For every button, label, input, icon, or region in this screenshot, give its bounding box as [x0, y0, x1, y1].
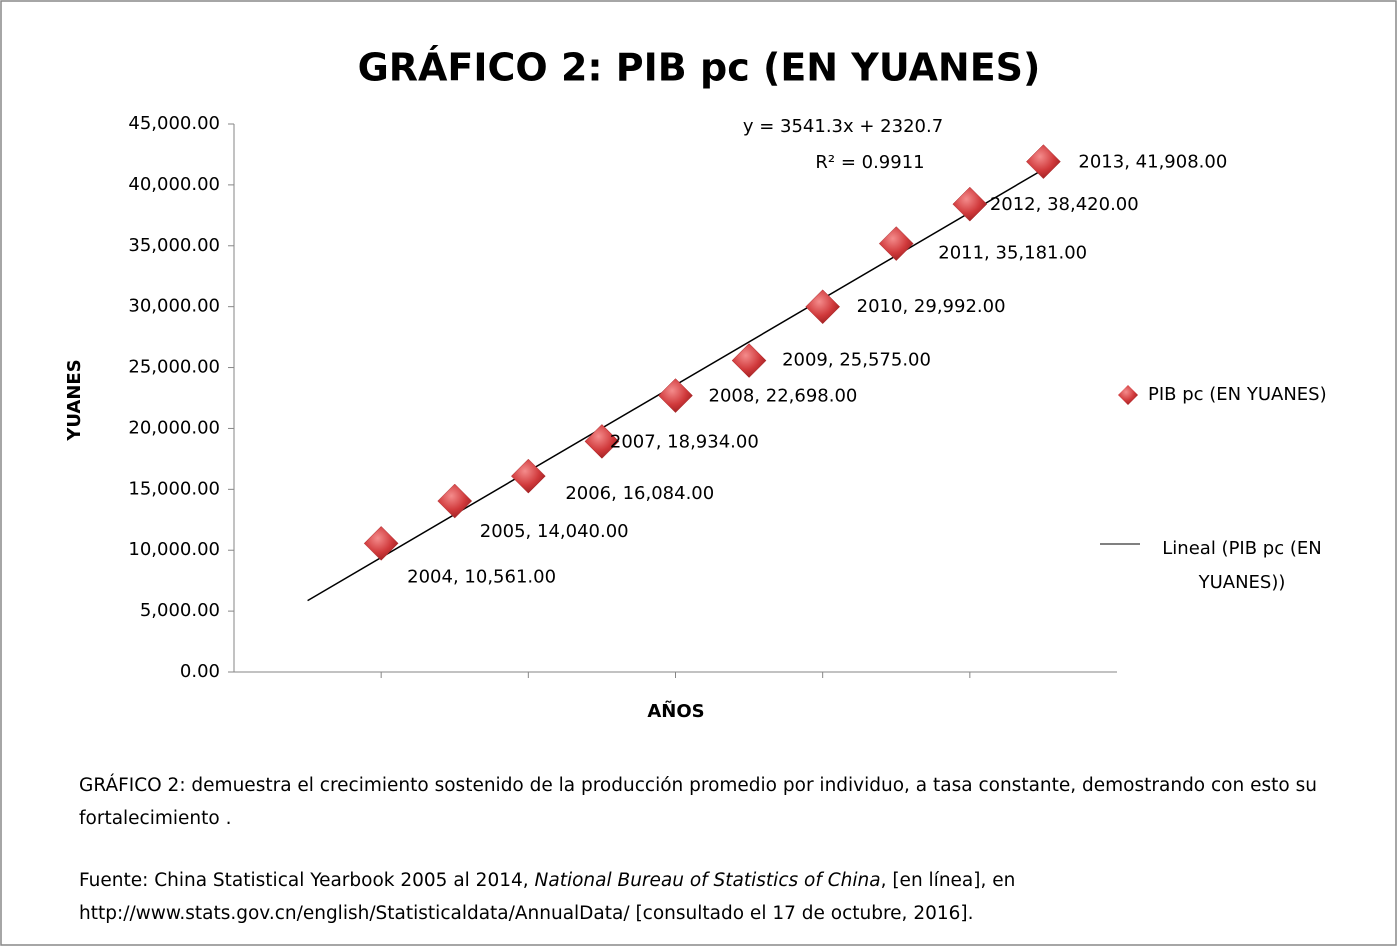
legend-label: Lineal (PIB pc (EN YUANES))	[1162, 538, 1322, 593]
y-tick-label: 40,000.00	[128, 174, 220, 195]
data-label: 2011, 35,181.00	[938, 243, 1087, 264]
data-label: 2008, 22,698.00	[709, 386, 858, 407]
legend-label: PIB pc (EN YUANES)	[1148, 384, 1327, 405]
trend-r2: R² = 0.9911	[815, 152, 924, 173]
source-italic: National Bureau of Statistics of China	[534, 870, 881, 891]
point	[731, 343, 767, 378]
trend-equation: y = 3541.3x + 2320.7	[743, 116, 943, 137]
data-label: 2005, 14,040.00	[480, 521, 629, 542]
data-label: 2013, 41,908.00	[1078, 152, 1227, 173]
x-axis-title: AÑOS	[647, 699, 704, 722]
y-tick-label: 45,000.00	[128, 113, 220, 134]
note: GRÁFICO 2: demuestra el crecimiento sost…	[79, 775, 1317, 829]
point	[437, 483, 473, 519]
y-tick-label: 25,000.00	[128, 357, 220, 378]
source: Fuente: China Statistical Yearbook 2005 …	[79, 864, 1319, 930]
data-label: 2006, 16,084.00	[565, 483, 714, 504]
point	[805, 289, 841, 325]
y-tick-label: 10,000.00	[128, 539, 220, 560]
point	[658, 378, 693, 413]
point	[363, 526, 399, 561]
point	[1026, 144, 1061, 180]
point	[952, 186, 988, 222]
source-text: Fuente: China Statistical Yearbook 2005 …	[79, 870, 535, 891]
y-tick-label: 20,000.00	[128, 417, 220, 438]
data-label: 2010, 29,992.00	[857, 296, 1006, 317]
y-tick-label: 15,000.00	[128, 478, 220, 499]
legend-marker	[1118, 385, 1138, 405]
chart-title: GRÁFICO 2: PIB pc (EN YUANES)	[358, 46, 1041, 90]
y-tick-label: 30,000.00	[128, 296, 220, 317]
y-tick-label: 0.00	[180, 661, 220, 682]
y-tick-label: 35,000.00	[128, 235, 220, 256]
y-tick-label: 5,000.00	[140, 600, 220, 621]
point	[584, 424, 620, 459]
data-label: 2012, 38,420.00	[990, 194, 1139, 215]
data-label: 2009, 25,575.00	[782, 350, 931, 371]
source-text: , [en línea], en http://www.stats.gov.cn…	[79, 870, 1016, 924]
y-axis-title: YUANES	[64, 359, 85, 441]
data-label: 2004, 10,561.00	[407, 566, 556, 587]
point	[878, 226, 914, 261]
point	[510, 458, 546, 494]
data-label: 2007, 18,934.00	[610, 431, 759, 452]
